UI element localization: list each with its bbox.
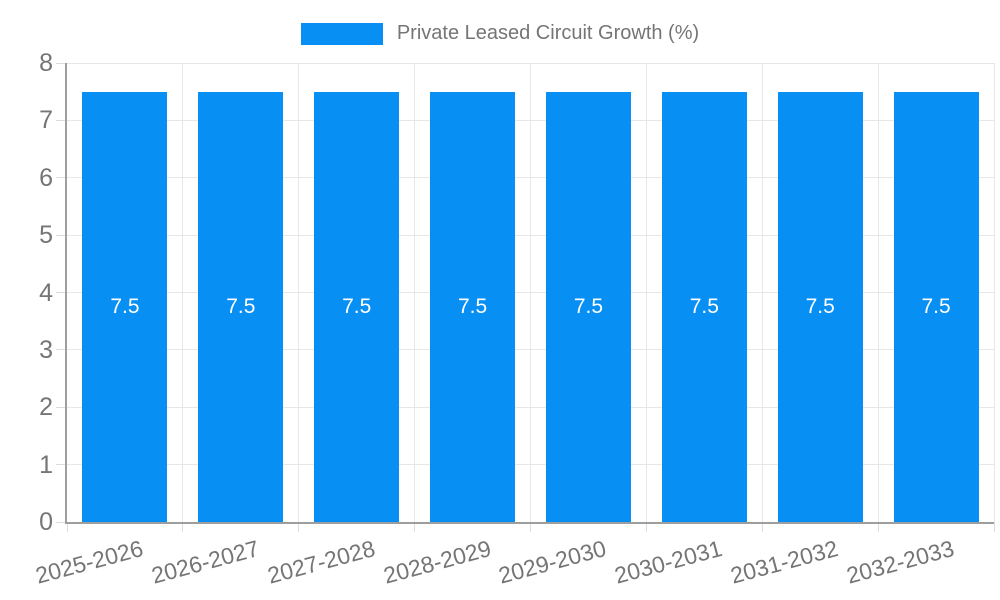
- x-axis-tick: [761, 522, 763, 532]
- y-axis-tick: [56, 521, 67, 523]
- x-axis-tick: [66, 522, 68, 532]
- y-axis-label: 4: [39, 278, 53, 307]
- bar-value-label: 7.5: [110, 294, 140, 318]
- x-axis-line: [65, 522, 994, 524]
- y-axis-tick: [56, 349, 67, 351]
- bar[interactable]: 7.5: [777, 91, 863, 522]
- y-axis-tick: [56, 234, 67, 236]
- y-axis-label: 3: [39, 335, 53, 364]
- x-axis-tick: [298, 522, 300, 532]
- bar[interactable]: 7.5: [661, 91, 747, 522]
- bar-value-label: 7.5: [689, 294, 719, 318]
- y-axis-label: 8: [39, 49, 53, 77]
- x-axis-tick: [414, 522, 416, 532]
- chart-legend[interactable]: Private Leased Circuit Growth (%): [0, 22, 1000, 45]
- x-axis-label: 2027-2028: [264, 535, 378, 589]
- x-axis-label: 2025-2026: [32, 535, 146, 589]
- v-gridline: [993, 63, 995, 522]
- bar[interactable]: 7.5: [82, 91, 168, 522]
- bar[interactable]: 7.5: [430, 91, 516, 522]
- y-axis-label: 5: [39, 221, 53, 250]
- v-gridline: [298, 63, 300, 522]
- bar[interactable]: 7.5: [893, 91, 979, 522]
- bar-value-label: 7.5: [805, 294, 835, 318]
- legend-swatch: [300, 22, 383, 45]
- x-axis-label: 2026-2027: [148, 535, 262, 589]
- v-gridline: [761, 63, 763, 522]
- v-gridline: [182, 63, 184, 522]
- bar[interactable]: 7.5: [314, 91, 400, 522]
- legend-label: Private Leased Circuit Growth (%): [396, 22, 700, 44]
- x-axis-tick: [645, 522, 647, 532]
- bar-value-label: 7.5: [226, 294, 256, 318]
- bar[interactable]: 7.5: [545, 91, 631, 522]
- x-axis-label: 2032-2033: [843, 535, 957, 589]
- y-axis-label: 2: [39, 393, 53, 422]
- x-axis-label: 2031-2032: [727, 535, 841, 589]
- y-axis-tick: [56, 292, 67, 293]
- bar-value-label: 7.5: [457, 294, 488, 318]
- y-axis-tick: [56, 177, 67, 179]
- bar-value-label: 7.5: [342, 294, 372, 318]
- x-axis-tick: [182, 522, 184, 532]
- x-axis-tick: [993, 522, 995, 532]
- x-axis-label: 2029-2030: [496, 535, 610, 589]
- y-axis-tick: [56, 119, 67, 121]
- v-gridline: [877, 63, 879, 522]
- plot-area: 0 1 2 3 4 5 6 7 8 7.5 7.5 7.5 7.5 7.5 7.5 7.5 7.5 2025-20…: [33, 49, 995, 589]
- x-axis-label: 2028-2029: [380, 535, 494, 589]
- y-axis-tick: [56, 464, 67, 466]
- v-gridline: [414, 63, 416, 522]
- y-axis-label: 7: [39, 106, 53, 135]
- bar[interactable]: 7.5: [198, 91, 284, 522]
- y-axis-tick: [56, 406, 67, 408]
- y-axis-label: 6: [39, 163, 53, 192]
- x-axis-tick: [530, 522, 531, 532]
- x-axis-label: 2030-2031: [612, 535, 726, 589]
- v-gridline: [645, 63, 647, 522]
- bar-value-label: 7.5: [573, 294, 604, 318]
- y-axis-line: [65, 63, 67, 524]
- x-axis-tick: [877, 522, 879, 532]
- bar-value-label: 7.5: [921, 294, 951, 318]
- y-axis-label: 0: [39, 508, 53, 536]
- y-axis-label: 1: [39, 450, 53, 479]
- v-gridline: [530, 63, 531, 522]
- y-axis-tick: [56, 62, 67, 64]
